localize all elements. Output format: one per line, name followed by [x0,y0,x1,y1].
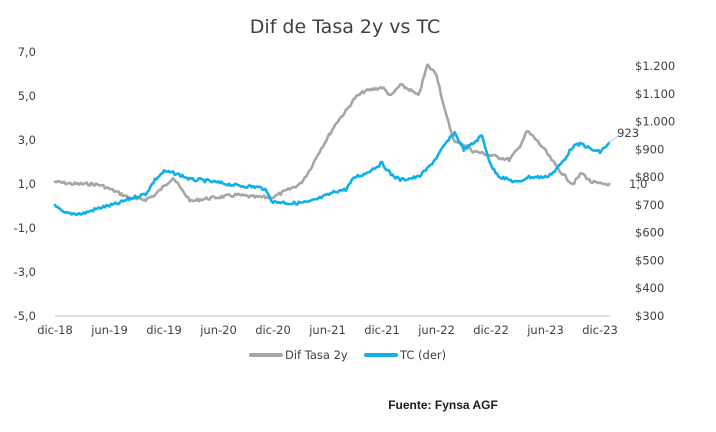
series-lines [53,63,611,217]
series-line-dif-tasa-2y [53,63,611,203]
x-tick-label: dic-22 [473,323,509,337]
y-left-tick-label: -3,0 [14,265,36,279]
y-right-tick-label: $1.200 [635,59,675,73]
x-tick-label: jun-23 [526,323,564,337]
x-tick-labels: dic-18 jun-19 dic-19 jun-20 dic-20 jun-21 dic-… [37,323,618,337]
legend-label: TC (der) [399,348,446,362]
x-tick-label: jun-21 [308,323,346,337]
y-right-tick-label: $800 [635,170,664,184]
x-tick-label: jun-22 [417,323,455,337]
x-tick-label: dic-18 [37,323,73,337]
x-tick-label: jun-19 [90,323,128,337]
y-right-tick-label: $500 [635,253,664,267]
x-tick-label: jun-20 [199,323,237,337]
y-left-tick-label: 7,0 [18,45,36,59]
y-right-tick-labels: $1.200 $1.100 $1.000 $900 $800 $700 $600 $500 $4… [635,59,675,323]
y-left-tick-label: 3,0 [18,133,36,147]
annotation-dif-value: 1,0 [629,177,647,191]
y-right-tick-label: $300 [635,309,664,323]
y-right-tick-label: $1.000 [635,115,675,129]
source-note: Fuente: Fynsa AGF [0,398,716,412]
legend: Dif Tasa 2y TC (der) [249,348,446,362]
chart-title: Dif de Tasa 2y vs TC [250,16,440,38]
x-tick-label: dic-23 [582,323,618,337]
legend-label: Dif Tasa 2y [285,348,348,362]
y-right-tick-label: $700 [635,198,664,212]
source-text: Fuente: Fynsa AGF [388,398,498,412]
x-tick-label: dic-19 [146,323,182,337]
x-tick-label: dic-20 [255,323,291,337]
y-left-tick-label: -5,0 [14,309,36,323]
annotation-leader-tc [608,134,620,144]
y-left-tick-label: 5,0 [18,89,36,103]
annotations: 923 1,0 [608,126,647,191]
annotation-tc-value: 923 [617,126,639,140]
series-line-tc [53,130,611,217]
y-right-tick-label: $1.100 [635,87,675,101]
y-left-tick-labels: 7,0 5,0 3,0 1,0 -1,0 -3,0 -5,0 [14,45,36,323]
y-right-tick-label: $900 [635,142,664,156]
y-left-tick-label: -1,0 [14,221,36,235]
x-tick-label: dic-21 [364,323,400,337]
y-left-tick-label: 1,0 [18,177,36,191]
y-right-tick-label: $600 [635,226,664,240]
y-right-tick-label: $400 [635,281,664,295]
